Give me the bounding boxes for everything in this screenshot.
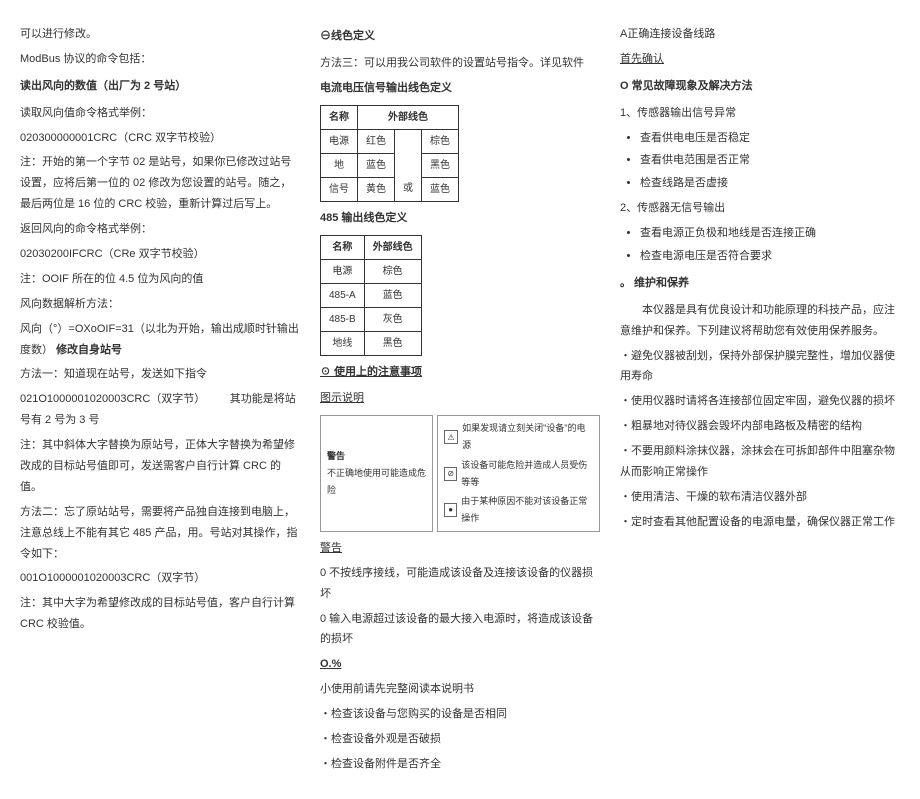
warning-text: 不正确地使用可能造成危险 — [327, 465, 426, 499]
check-list: 查看供电电压是否稳定 查看供电范围是否正常 检查线路是否虚接 — [640, 128, 900, 195]
subheading: 485 输出线色定义 — [320, 208, 600, 229]
column-3: A正确连接设备线路 首先确认 O 常见故障现象及解决方法 1、传感器输出信号异常… — [620, 20, 900, 779]
td: 蓝色 — [422, 177, 459, 201]
code-line: 020300000001CRC（CRC 双字节校验） — [20, 128, 300, 149]
maint-item: ・避免仪器被刮划，保持外部保护膜完整性，增加仪器使用寿命 — [620, 346, 900, 388]
para: 方法一：知道现在站号，发送如下指令 — [20, 364, 300, 385]
warn-item: ・检查该设备与您购买的设备是否相同 — [320, 704, 600, 725]
td: 信号 — [321, 177, 358, 201]
table-signal-wires: 名称外部线色 电源红色棕色 地蓝色黑色 信号黄色或蓝色 — [320, 105, 459, 202]
warn-item: ・检查设备附件是否齐全 — [320, 754, 600, 775]
subheading: O.% — [320, 654, 600, 675]
td: 黄色 — [358, 177, 395, 201]
td — [395, 153, 422, 177]
heading-read-value: 读出风向的数值（出厂为 2 号站） — [20, 76, 300, 97]
para: 风向（°）=OXoOIF=31（以北为开始，输出成顺时针输出度数） 修改自身站号 — [20, 319, 300, 361]
code-line: 021O1000001020003CRC（双字节） — [20, 393, 205, 405]
heading-troubleshoot: O 常见故障现象及解决方法 — [620, 76, 900, 97]
note: 注：开始的第一个字节 02 是站号，如果你已修改过站号设置，应将后第一位的 02… — [20, 152, 300, 215]
th: 名称 — [321, 235, 365, 259]
maint-item: ・定时查看其他配置设备的电源电量，确保仪器正常工作 — [620, 512, 900, 533]
column-2: ⊖线色定义 方法三：可以用我公司软件的设置站号指令。详见软件 电流电压信号输出线… — [320, 20, 600, 779]
note: 注：OOIF 所在的位 4.5 位为风向的值 — [20, 269, 300, 290]
info-icon: ● — [444, 503, 457, 517]
maint-item: ・使用清洁、干燥的软布清洁仪器外部 — [620, 487, 900, 508]
code-line: 001O1000001020003CRC（双字节） — [20, 568, 300, 589]
diagram-box-right: ⚠ 如果发现请立刻关闭"设备"的电源 ⊘ 该设备可能危险并造成人员受伤等等 ● 由于某… — [437, 415, 600, 532]
th: 外部线色 — [358, 105, 459, 129]
td: 棕色 — [422, 129, 459, 153]
td: 灰色 — [364, 307, 421, 331]
heading-modify-station: 修改自身站号 — [56, 344, 122, 356]
subheading: 电流电压信号输出线色定义 — [320, 78, 600, 99]
maint-item: ・粗暴地对待仪器会毁坏内部电路板及精密的结构 — [620, 416, 900, 437]
th: 名称 — [321, 105, 358, 129]
para: 可以进行修改。 — [20, 24, 300, 45]
para: 风向数据解析方法： — [20, 294, 300, 315]
subheading: 图示说明 — [320, 388, 600, 409]
para: 方法二：忘了原站站号，需要将产品独自连接到电脑上，注意总线上不能有其它 485 … — [20, 502, 300, 565]
para: ModBus 协议的命令包括： — [20, 49, 300, 70]
warn-item: ・检查设备外观是否破损 — [320, 729, 600, 750]
td: 485-B — [321, 307, 365, 331]
para: 本仪器是具有优良设计和功能原理的科技产品，应注意维护和保养。下列建议将帮助您有效… — [620, 300, 900, 342]
td: 485-A — [321, 283, 365, 307]
list-item: 查看电源正负极和地线是否连接正确 — [640, 223, 900, 244]
subheading: 2、传感器无信号输出 — [620, 198, 900, 219]
para: 021O1000001020003CRC（双字节） 其功能是将站号有 2 号为 … — [20, 389, 300, 431]
para: A正确连接设备线路 — [620, 24, 900, 45]
heading-wire-def: ⊖线色定义 — [320, 26, 600, 47]
td: 或 — [395, 177, 422, 201]
td: 地 — [321, 153, 358, 177]
subheading: 警告 — [320, 538, 600, 559]
td: 电源 — [321, 259, 365, 283]
note: 注：其中大字为希望修改成的目标站号值，客户自行计算 CRC 校验值。 — [20, 593, 300, 635]
para: 方法三：可以用我公司软件的设置站号指令。详见软件 — [320, 53, 600, 74]
list-item: 检查电源电压是否符合要求 — [640, 246, 900, 267]
warn-item: 0 输入电源超过该设备的最大接入电源时，将造成该设备的损坏 — [320, 609, 600, 651]
note-text: 该设备可能危险并造成人员受伤等等 — [461, 457, 593, 491]
warning-label: 警告 — [327, 448, 426, 465]
prohibit-icon: ⊘ — [444, 467, 457, 481]
diagram-warning: 警告 不正确地使用可能造成危险 ⚠ 如果发现请立刻关闭"设备"的电源 ⊘ 该设备可能… — [320, 415, 600, 532]
check-list: 查看电源正负极和地线是否连接正确 检查电源电压是否符合要求 — [640, 223, 900, 267]
note: 注：其中斜体大字替换为原站号，正体大字替换为希望修改成的目标站号值即可，发送需客… — [20, 435, 300, 498]
td: 蓝色 — [358, 153, 395, 177]
maint-item: ・不要用颜料涂抹仪器，涂抹会在可拆卸部件中阻塞杂物从而影响正常操作 — [620, 441, 900, 483]
table-485-wires: 名称外部线色 电源棕色 485-A蓝色 485-B灰色 地线黑色 — [320, 235, 422, 356]
note-text: 如果发现请立刻关闭"设备"的电源 — [462, 420, 593, 454]
maint-item: ・使用仪器时请将各连接部位固定牢固，避免仪器的损坏 — [620, 391, 900, 412]
td: 棕色 — [364, 259, 421, 283]
td: 电源 — [321, 129, 358, 153]
list-item: 查看供电电压是否稳定 — [640, 128, 900, 149]
td: 黑色 — [364, 331, 421, 355]
diagram-box-left: 警告 不正确地使用可能造成危险 — [320, 415, 433, 532]
note-text: 由于某种原因不能对该设备正常操作 — [461, 493, 593, 527]
para: 首先确认 — [620, 49, 900, 70]
th: 外部线色 — [364, 235, 421, 259]
td: 蓝色 — [364, 283, 421, 307]
list-item: 检查线路是否虚接 — [640, 173, 900, 194]
warning-icon: ⚠ — [444, 430, 458, 444]
heading-usage-notes: ☉ 使用上的注意事项 — [320, 362, 600, 383]
heading-maintenance: 。 维护和保养 — [620, 273, 900, 294]
td: 地线 — [321, 331, 365, 355]
para: 返回风向的命令格式举例： — [20, 219, 300, 240]
list-item: 查看供电范围是否正常 — [640, 150, 900, 171]
td — [395, 129, 422, 153]
code-line: 02030200IFCRC（CRe 双字节校验） — [20, 244, 300, 265]
warn-item: 0 不按线序接线，可能造成该设备及连接该设备的仪器损坏 — [320, 563, 600, 605]
warn-item: 小使用前请先完整阅读本说明书 — [320, 679, 600, 700]
td: 红色 — [358, 129, 395, 153]
para: 读取风向值命令格式举例： — [20, 103, 300, 124]
column-1: 可以进行修改。 ModBus 协议的命令包括： 读出风向的数值（出厂为 2 号站… — [20, 20, 300, 779]
td: 黑色 — [422, 153, 459, 177]
subheading: 1、传感器输出信号异常 — [620, 103, 900, 124]
